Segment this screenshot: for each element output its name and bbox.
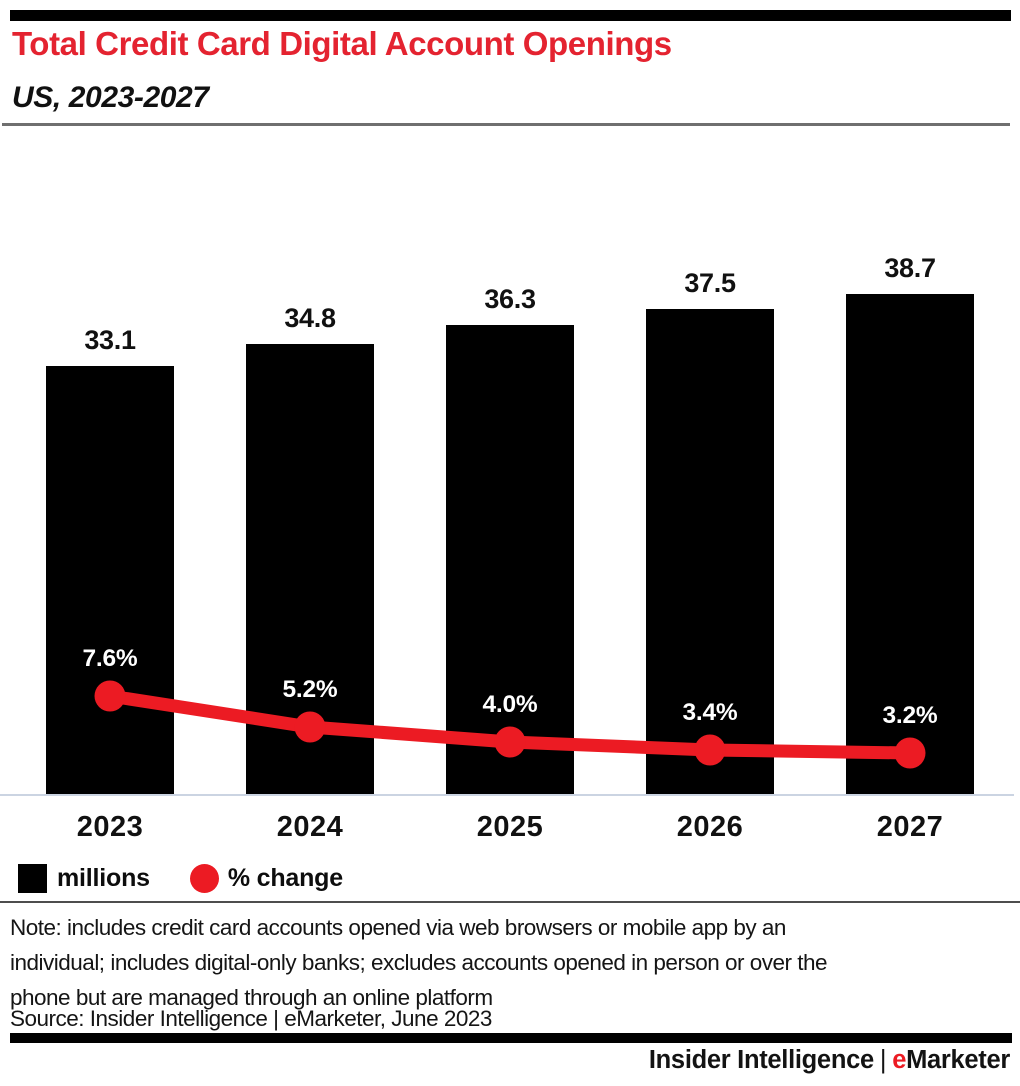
x-tick-2025: 2025 [476, 811, 544, 843]
chart-source: Source: Insider Intelligence | eMarketer… [10, 1006, 492, 1031]
chart-title: Total Credit Card Digital Account Openin… [12, 25, 672, 62]
chart-legend: millions % change [18, 860, 343, 896]
x-axis-line [0, 794, 1014, 796]
brand-insider-intelligence: Insider Intelligence [648, 1046, 874, 1074]
x-tick-2024: 2024 [276, 811, 344, 843]
millions-swatch-icon [18, 863, 47, 893]
note-line: Note: includes credit card accounts open… [10, 915, 786, 940]
bar-value-2026: 37.5 [684, 268, 736, 298]
pct-change-swatch-icon [189, 863, 219, 893]
brand-emarketer-rest: Marketer [906, 1046, 1010, 1074]
top-rule [10, 10, 1011, 21]
pct-label-2023: 7.6% [82, 645, 138, 672]
bar-value-2027: 38.7 [884, 253, 936, 283]
brand-separator: | [879, 1046, 887, 1074]
legend-rule [0, 901, 1020, 903]
bar-value-2024: 34.8 [284, 303, 336, 333]
pct-label-2026: 3.4% [682, 699, 738, 726]
bar-2024 [246, 344, 374, 794]
x-tick-2023: 2023 [76, 811, 144, 843]
bar-2023 [46, 366, 174, 794]
x-tick-2027: 2027 [876, 811, 944, 843]
title-rule [2, 123, 1010, 126]
legend-label-millions: millions [57, 863, 150, 892]
bottom-rule [10, 1033, 1012, 1043]
pct-label-2025: 4.0% [482, 691, 538, 718]
pct-label-2024: 5.2% [282, 676, 338, 703]
brand-footer: Insider Intelligence | eMarketer [649, 1046, 1010, 1075]
bar-2025 [446, 325, 574, 794]
x-tick-2026: 2026 [676, 811, 744, 843]
legend-label-pct-change: % change [227, 863, 343, 892]
chart-note: Note: includes credit card accounts open… [10, 910, 828, 1015]
bar-value-2023: 33.1 [84, 325, 136, 355]
note-line: phone but are managed through an online … [10, 985, 493, 1010]
chart-subtitle: US, 2023-2027 [12, 81, 209, 114]
pct-label-2027: 3.2% [882, 702, 938, 729]
bar-value-2025: 36.3 [484, 284, 536, 314]
note-line: individual; includes digital-only banks;… [10, 950, 828, 975]
brand-emarketer-e: e [892, 1046, 907, 1074]
